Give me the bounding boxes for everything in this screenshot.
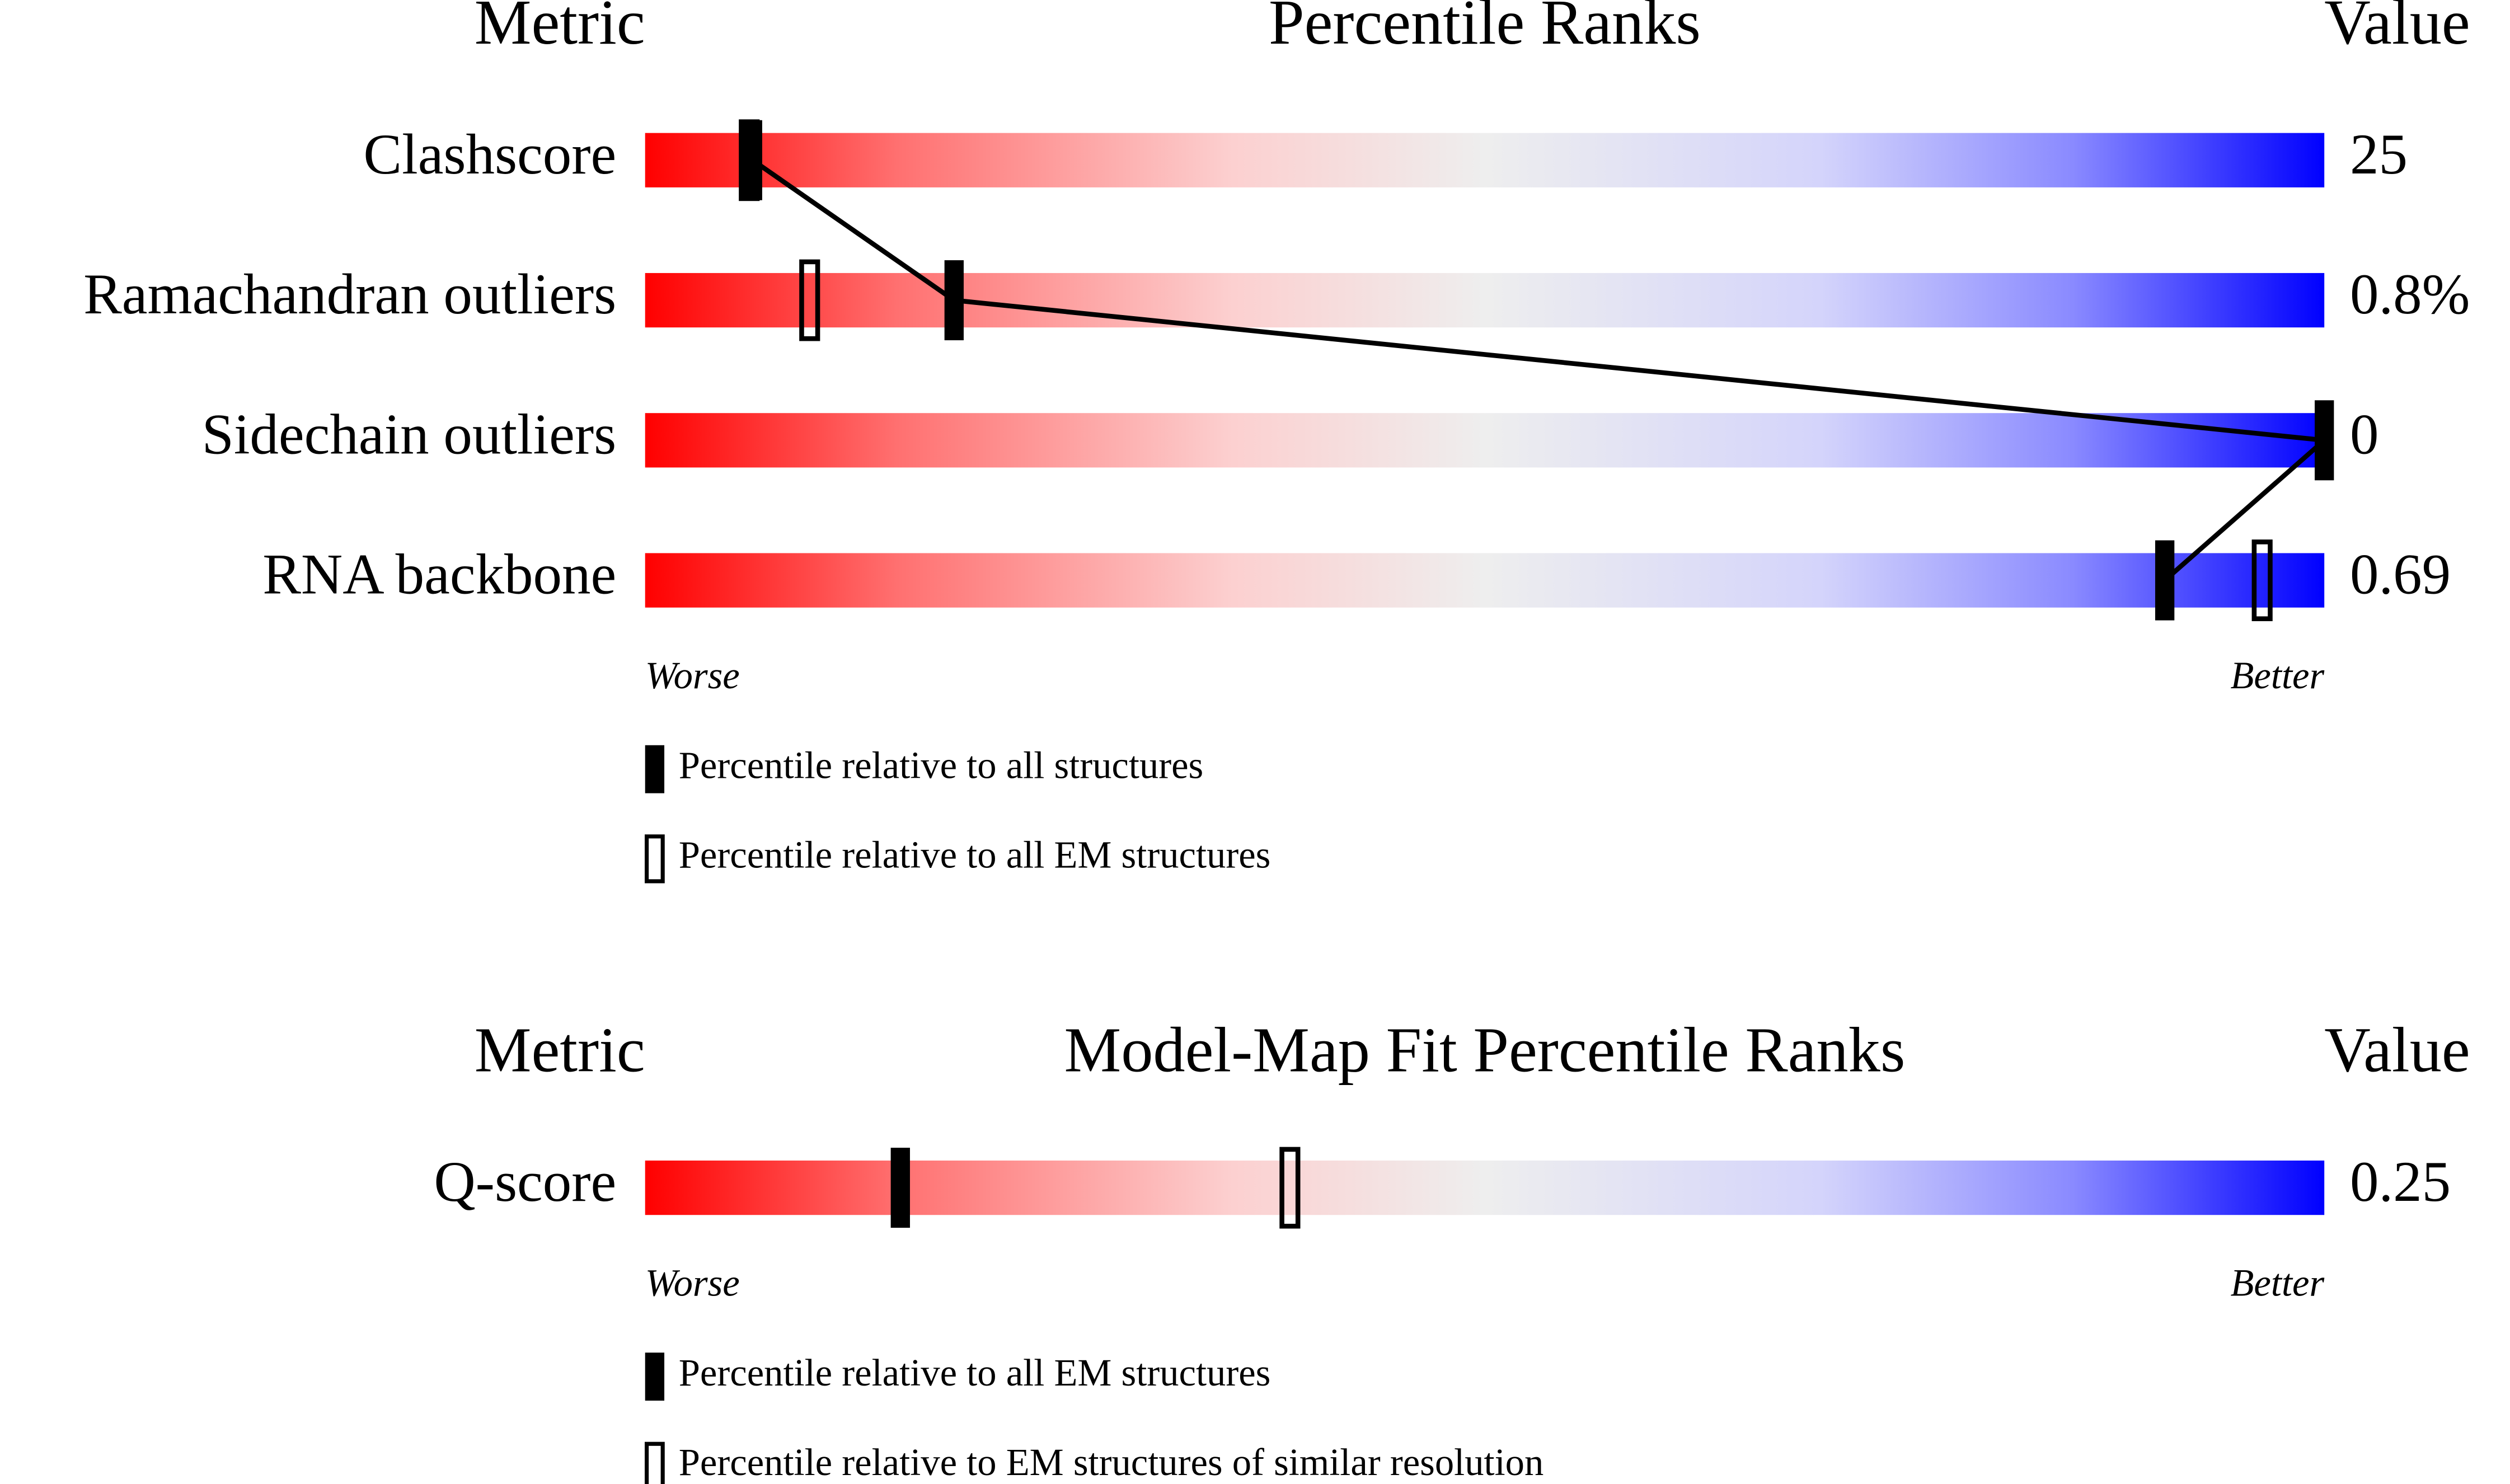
percentile-marker-hollow: [2251, 539, 2273, 622]
worse-label: Worse: [645, 1262, 740, 1304]
value-header: Value: [2324, 0, 2470, 58]
metric-header: Metric: [475, 0, 645, 58]
metric-value: 0: [2350, 402, 2378, 466]
slider-bar: [645, 553, 2325, 608]
metric-value: 0.8%: [2350, 262, 2470, 326]
legend-label: Percentile relative to all EM structures: [679, 834, 1271, 876]
slider-bar: [645, 133, 2325, 187]
metric-value: 25: [2350, 123, 2408, 186]
metric-label: Ramachandran outliers: [83, 262, 616, 326]
percentile-marker: [944, 260, 964, 341]
metric-label: Q-score: [434, 1150, 616, 1214]
legend-swatch-hollow: [644, 1441, 665, 1484]
legend-swatch: [645, 1352, 665, 1401]
percentile-marker: [890, 1148, 910, 1228]
value-header: Value: [2324, 1014, 2470, 1085]
legend-swatch: [645, 745, 665, 793]
percentile-marker-hollow: [799, 259, 820, 341]
connector-line: [751, 158, 2330, 583]
slider-bar: [645, 1160, 2325, 1215]
better-label: Better: [2231, 1262, 2325, 1304]
metric-label: RNA backbone: [262, 543, 616, 607]
percentile-marker-hollow: [1279, 1147, 1301, 1229]
legend-label: Percentile relative to all EM structures: [679, 1351, 1271, 1394]
legend-label: Percentile relative to EM structures of …: [679, 1441, 1544, 1483]
better-label: Better: [2231, 654, 2325, 697]
chart-title: Percentile Ranks: [1269, 0, 1701, 58]
legend-swatch-hollow: [644, 834, 665, 884]
metric-value: 0.69: [2350, 543, 2451, 607]
slider-bar: [645, 413, 2325, 468]
percentile-marker: [2155, 540, 2175, 621]
percentile-marker: [2315, 400, 2334, 481]
slider-bar: [645, 273, 2325, 328]
metric-value: 0.25: [2350, 1150, 2451, 1214]
percentile-marker-hollow: [739, 119, 760, 201]
metric-label: Clashscore: [363, 123, 616, 186]
legend-label: Percentile relative to all structures: [679, 744, 1204, 786]
metric-label: Sidechain outliers: [202, 402, 617, 466]
chart-title: Model-Map Fit Percentile Ranks: [1064, 1014, 1905, 1085]
worse-label: Worse: [645, 654, 740, 697]
metric-header: Metric: [475, 1014, 645, 1085]
